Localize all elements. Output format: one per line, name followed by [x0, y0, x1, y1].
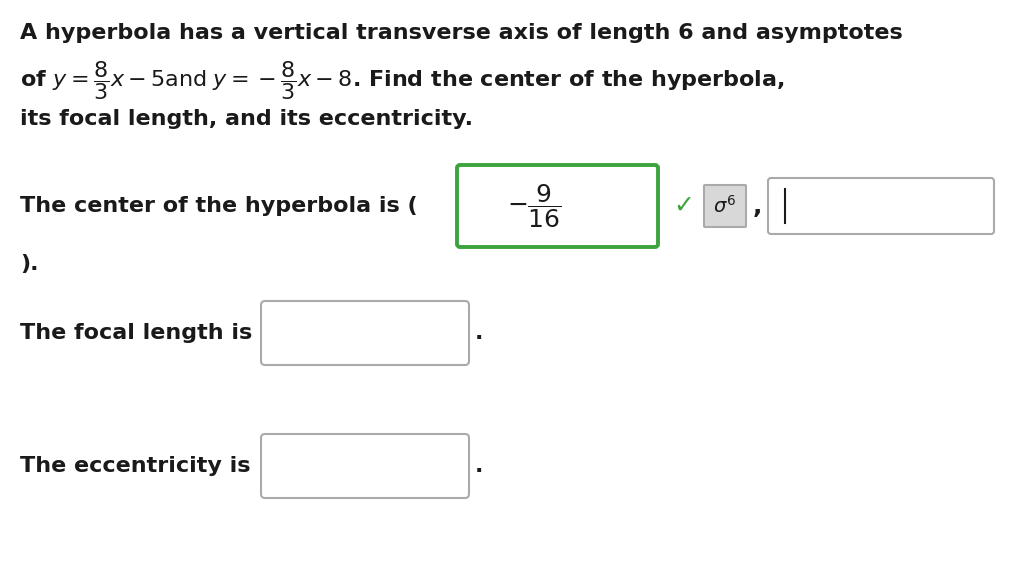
Text: ✓: ✓ — [673, 194, 694, 218]
Text: ).: ). — [20, 254, 39, 274]
FancyBboxPatch shape — [261, 434, 469, 498]
Text: ,: , — [753, 194, 762, 218]
Text: .: . — [475, 456, 484, 476]
Text: The focal length is: The focal length is — [20, 323, 252, 343]
Text: its focal length, and its eccentricity.: its focal length, and its eccentricity. — [20, 109, 473, 129]
FancyBboxPatch shape — [768, 178, 994, 234]
Text: of $y=\dfrac{8}{3}x-5\mathrm{and}\;y=-\dfrac{8}{3}x-8$. Find the center of the h: of $y=\dfrac{8}{3}x-5\mathrm{and}\;y=-\d… — [20, 59, 784, 102]
FancyBboxPatch shape — [704, 185, 746, 227]
Text: The center of the hyperbola is (: The center of the hyperbola is ( — [20, 196, 418, 216]
Text: $\sigma^6$: $\sigma^6$ — [713, 195, 737, 217]
Text: $-\dfrac{9}{16}$: $-\dfrac{9}{16}$ — [507, 182, 562, 230]
Text: The eccentricity is: The eccentricity is — [20, 456, 251, 476]
FancyBboxPatch shape — [457, 165, 658, 247]
Text: A hyperbola has a vertical transverse axis of length 6 and asymptotes: A hyperbola has a vertical transverse ax… — [20, 23, 903, 43]
FancyBboxPatch shape — [261, 301, 469, 365]
Text: .: . — [475, 323, 484, 343]
